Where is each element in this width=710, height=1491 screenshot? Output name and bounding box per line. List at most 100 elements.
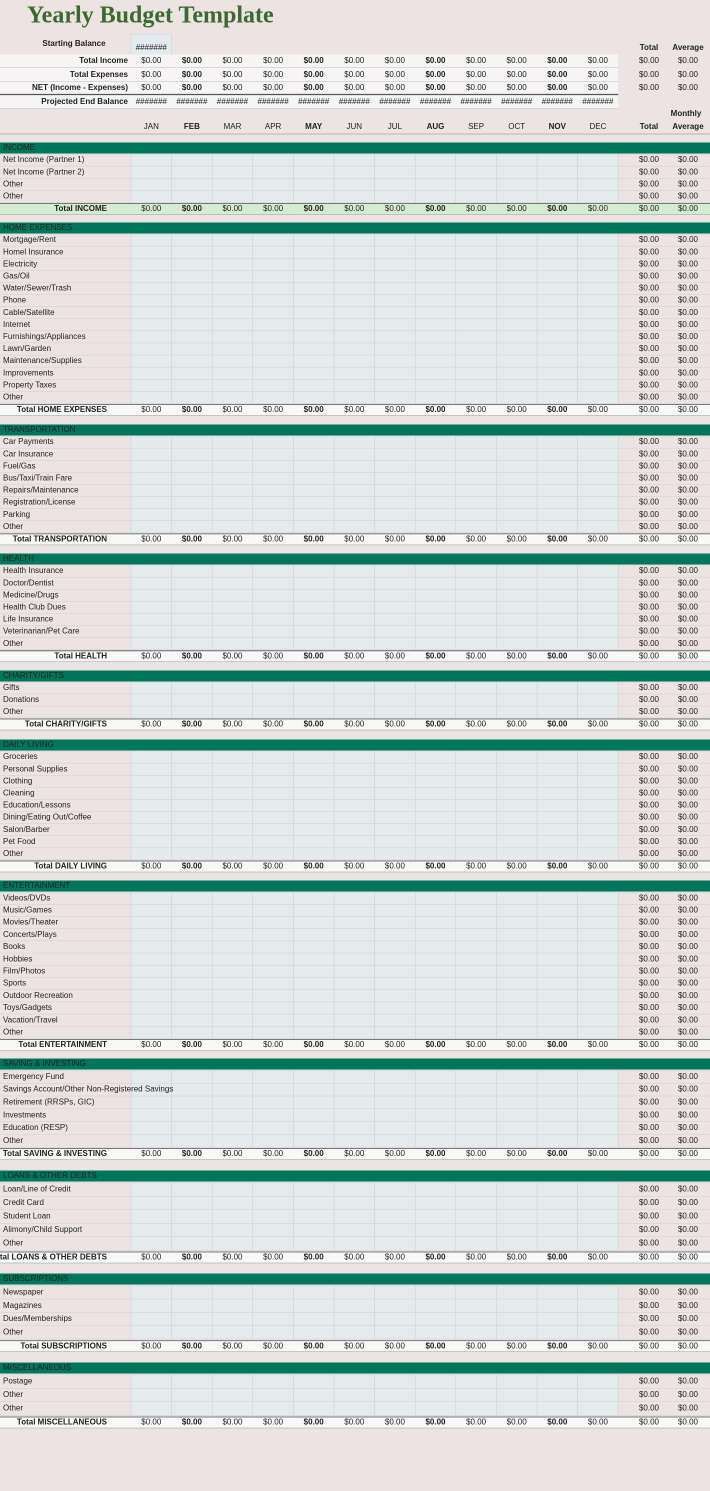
item-average: $0.00 [678,627,699,636]
item-total: $0.00 [639,332,660,341]
item-label: Student Loan [3,1212,51,1221]
total-month-value: $0.00 [344,1253,365,1262]
summary-average: $0.00 [678,56,699,65]
total-month-value: $0.00 [222,651,243,660]
item-total: $0.00 [639,247,660,256]
total-month-value: $0.00 [425,1418,446,1427]
total-month-value: $0.00 [385,1149,406,1158]
item-average: $0.00 [678,967,699,976]
total-month-value: $0.00 [588,204,609,213]
total-label: Total CHARITY/GIFTS [25,720,108,729]
total-month-value: $0.00 [304,405,325,414]
total-month-value: $0.00 [263,1341,284,1350]
total-total: $0.00 [639,1040,660,1049]
item-label: Film/Photos [3,967,45,976]
item-label: Toys/Gadgets [3,1003,52,1012]
summary-month-value: $0.00 [547,70,568,79]
total-month-value: $0.00 [507,535,528,544]
item-average: $0.00 [678,155,699,164]
item-label: Sports [3,979,26,988]
item-average: $0.00 [678,461,699,470]
item-average: $0.00 [678,918,699,927]
item-total: $0.00 [639,683,660,692]
item-total: $0.00 [639,235,660,244]
item-total: $0.00 [639,1015,660,1024]
item-average: $0.00 [678,1239,699,1248]
total-month-value: $0.00 [385,862,406,871]
month-header: DEC [589,122,606,131]
total-month-value: $0.00 [344,405,365,414]
item-total: $0.00 [639,522,660,531]
total-month-value: $0.00 [507,204,528,213]
total-month-value: $0.00 [141,1418,162,1427]
item-label: Other [3,1028,23,1037]
item-total: $0.00 [639,510,660,519]
item-average: $0.00 [678,368,699,377]
total-month-value: $0.00 [385,1341,406,1350]
section-band [0,142,710,154]
summary-month-value: $0.00 [507,70,528,79]
item-label: Outdoor Recreation [3,991,73,1000]
item-average: $0.00 [678,1314,699,1323]
item-total: $0.00 [639,498,660,507]
section-title: TRANSPORTATION [3,425,76,434]
item-average: $0.00 [678,979,699,988]
item-total: $0.00 [639,1328,660,1337]
summary-month-value: $0.00 [141,56,162,65]
month-header: AUG [427,122,445,131]
total-month-value: $0.00 [344,1149,365,1158]
summary-month-value: ####### [420,97,452,106]
item-average: $0.00 [678,603,699,612]
item-average: $0.00 [678,764,699,773]
section-band [0,424,710,436]
total-band [0,533,710,545]
item-total: $0.00 [639,1198,660,1207]
total-month-value: $0.00 [466,1418,487,1427]
item-label: Education/Lessons [3,801,71,810]
item-average: $0.00 [678,566,699,575]
item-label: Donations [3,695,39,704]
total-month-value: $0.00 [222,1040,243,1049]
summary-month-value: $0.00 [588,56,609,65]
item-label: Savings Account/Other Non-Registered Sav… [3,1085,173,1094]
item-total: $0.00 [639,764,660,773]
item-total: $0.00 [639,695,660,704]
item-total: $0.00 [639,461,660,470]
total-month-value: $0.00 [547,1341,568,1350]
total-month-value: $0.00 [141,720,162,729]
month-header: NOV [549,122,567,131]
month-header: JUL [388,122,403,131]
summary-month-value: $0.00 [466,56,487,65]
item-label: Loan/Line of Credit [3,1185,71,1194]
item-average: $0.00 [678,192,699,201]
summary-month-value: $0.00 [141,83,162,92]
item-label: Other [3,1390,23,1399]
total-month-value: $0.00 [507,1149,528,1158]
item-total: $0.00 [639,1377,660,1386]
total-month-value: $0.00 [141,535,162,544]
item-label: Pet Food [3,837,35,846]
total-month-value: $0.00 [547,651,568,660]
item-label: Vacation/Travel [3,1015,58,1024]
summary-label: Total Expenses [70,70,129,79]
section-band [0,1273,710,1285]
total-month-value: $0.00 [466,535,487,544]
item-label: Health Insurance [3,566,64,575]
total-band [0,861,710,872]
item-average: $0.00 [678,615,699,624]
item-label: Postage [3,1377,33,1386]
item-average: $0.00 [678,639,699,648]
item-average: $0.00 [678,393,699,402]
total-month-value: $0.00 [344,862,365,871]
item-label: Lawn/Garden [3,344,51,353]
month-header: MAR [224,122,242,131]
item-total: $0.00 [639,1136,660,1145]
total-band [0,1417,710,1428]
item-label: Videos/DVDs [3,893,50,902]
item-label: Life Insurance [3,615,54,624]
item-label: Credit Card [3,1198,44,1207]
section-band [0,1058,710,1070]
item-average: $0.00 [678,930,699,939]
total-month-value: $0.00 [304,862,325,871]
